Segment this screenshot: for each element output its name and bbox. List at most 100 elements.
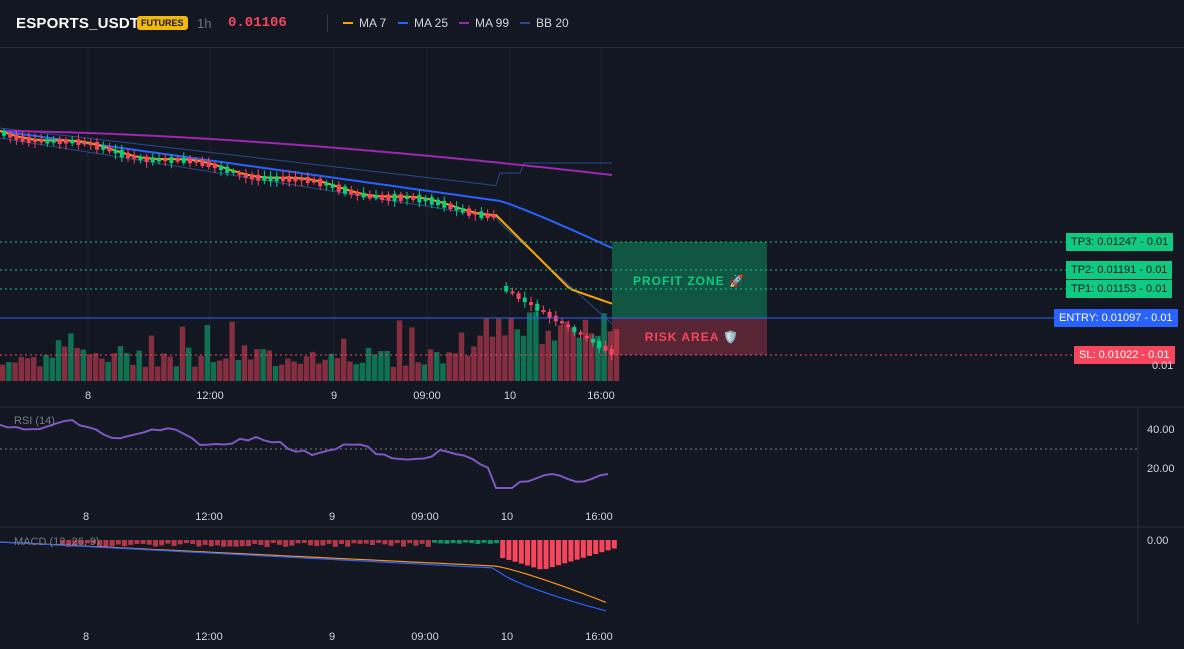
candle-body: [163, 159, 168, 162]
candle-body: [547, 311, 552, 318]
volume-bar: [508, 317, 514, 381]
volume-bar: [489, 336, 496, 381]
candle-body: [374, 195, 378, 199]
volume-bar: [564, 321, 570, 381]
macd-hist-bar: [537, 540, 543, 570]
macd-hist-bar: [456, 540, 462, 544]
candle-body: [144, 156, 149, 162]
macd-hist-bar: [413, 540, 419, 546]
volume-bar: [285, 358, 291, 381]
volume-bar: [322, 359, 328, 381]
volume-bar: [62, 346, 68, 381]
candle-body: [82, 141, 87, 145]
candle-body: [318, 178, 323, 187]
candle-body: [454, 206, 459, 211]
volume-bar: [328, 353, 334, 381]
volume-bar: [390, 366, 396, 381]
candle-body: [39, 139, 44, 143]
price-chart[interactable]: PROFIT ZONE 🚀 RISK AREA 🛡️ 8 12:00 9 09:00…: [0, 48, 1184, 408]
candle-body: [20, 135, 25, 142]
macd-hist-bar: [382, 540, 388, 545]
svg-text:10: 10: [504, 390, 516, 402]
macd-hist-bar: [481, 540, 487, 543]
macd-hist-bar: [531, 540, 537, 568]
macd-hist-bar: [246, 540, 251, 547]
svg-text:8: 8: [85, 390, 91, 402]
rsi-x-axis: 8 12:00 9 09:00 10 16:00: [83, 511, 613, 523]
macd-hist-bar: [376, 540, 382, 544]
volume-bar: [378, 351, 384, 381]
candle-body: [380, 194, 385, 200]
tp1-tag[interactable]: TP1: 0.01153 - 0.01: [1066, 280, 1173, 298]
volume-bar: [210, 361, 217, 381]
candle-body: [45, 139, 50, 144]
candle-body: [578, 332, 583, 335]
legend-ma25[interactable]: MA 25: [398, 16, 448, 30]
candle-body: [200, 159, 205, 166]
macd-hist-bar: [593, 540, 599, 555]
candle-body: [169, 157, 174, 164]
volume-bar: [0, 364, 6, 381]
volume-bars: [0, 311, 620, 381]
timeframe-label[interactable]: 1h: [197, 16, 212, 31]
ma99-swatch: [459, 22, 469, 24]
tp2-tag[interactable]: TP2: 0.01191 - 0.01: [1066, 261, 1173, 279]
profit-zone-label: PROFIT ZONE 🚀: [633, 274, 745, 288]
macd-x-axis: 8 12:00 9 09:00 10 16:00: [83, 631, 613, 643]
candle-body: [194, 160, 199, 163]
candle-body: [305, 177, 310, 184]
candle-body: [392, 193, 397, 202]
rsi-panel[interactable]: RSI (14) 40.00 20.00 8 12:00 9 09:00 10 16:…: [0, 408, 1184, 528]
candle-body: [584, 335, 589, 339]
candle-body: [157, 158, 161, 162]
volume-bar: [198, 355, 204, 381]
macd-hist-bar: [425, 540, 431, 547]
svg-text:16:00: 16:00: [587, 390, 615, 402]
macd-hist-bar: [574, 540, 580, 560]
header-divider: [327, 15, 328, 32]
volume-bar: [527, 312, 533, 381]
volume-bar: [18, 357, 24, 381]
svg-text:10: 10: [501, 511, 513, 523]
macd-hist-bar: [370, 540, 375, 546]
macd-hist-bar: [146, 540, 152, 545]
candle-body: [343, 186, 347, 194]
macd-panel[interactable]: MACD (12, 26, 9) 0.00 8 12:00 9 09:00 10 16…: [0, 528, 1184, 649]
rsi-line: [0, 418, 609, 489]
macd-hist-bar: [103, 540, 109, 547]
candle-body: [262, 175, 267, 181]
legend-bb20[interactable]: BB 20: [520, 16, 569, 30]
grid-lines: [87, 48, 602, 381]
symbol-name[interactable]: ESPORTS_USDT: [16, 15, 140, 32]
volume-bar: [241, 345, 248, 381]
volume-bar: [576, 337, 582, 381]
candle-body: [603, 345, 608, 351]
macd-hist-bar: [283, 540, 289, 547]
candle-body: [460, 207, 465, 213]
sl-tag[interactable]: SL: 0.01022 - 0.01: [1074, 346, 1175, 364]
candle-body: [119, 149, 124, 158]
volume-bar: [409, 327, 415, 381]
entry-tag[interactable]: ENTRY: 0.01097 - 0.01: [1054, 309, 1178, 327]
volume-bar: [93, 353, 99, 381]
candle-body: [231, 170, 236, 174]
macd-hist-bar: [339, 540, 344, 544]
price-x-axis: 8 12:00 9 09:00 10 16:00: [85, 390, 615, 402]
macd-hist-bar: [215, 540, 220, 546]
tp3-tag[interactable]: TP3: 0.01247 - 0.01: [1066, 233, 1174, 251]
macd-hist-bar: [345, 540, 351, 547]
volume-bar: [254, 349, 260, 381]
candle-body: [479, 211, 484, 219]
ma25-swatch: [398, 22, 408, 24]
candle-body: [113, 149, 118, 154]
volume-bar: [124, 353, 130, 381]
candle-body: [76, 139, 81, 145]
legend-ma7[interactable]: MA 7: [343, 16, 386, 30]
legend-ma99[interactable]: MA 99: [459, 16, 509, 30]
candle-body: [423, 197, 428, 202]
volume-bar: [297, 363, 303, 381]
volume-bar: [6, 362, 12, 381]
candle-body: [541, 309, 546, 313]
volume-bar: [74, 347, 80, 381]
volume-bar: [396, 320, 403, 381]
